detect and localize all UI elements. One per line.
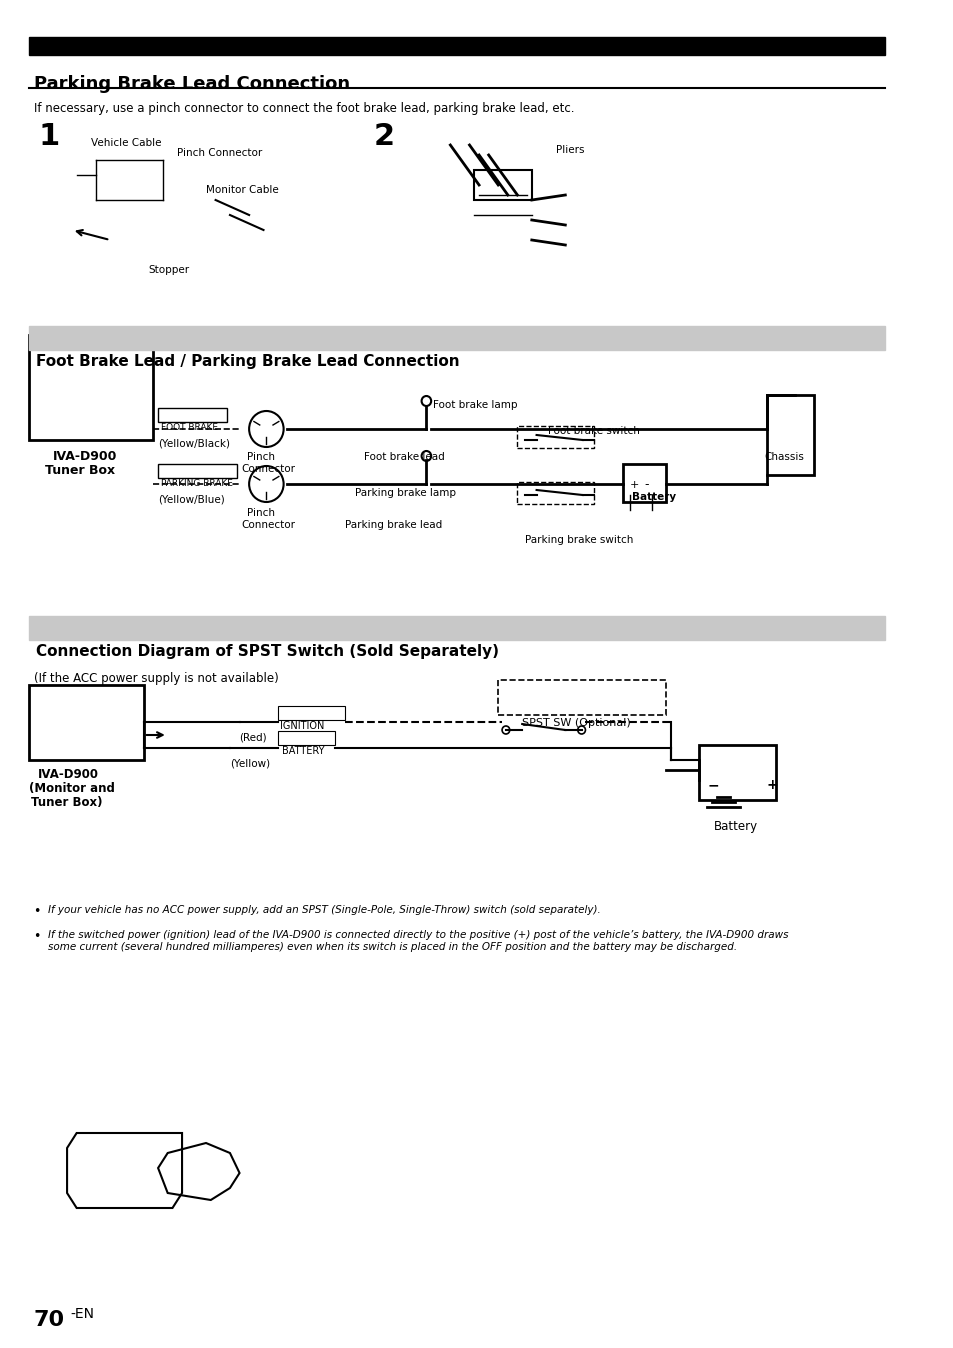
Text: (Red): (Red) — [239, 732, 267, 741]
Text: Monitor Cable: Monitor Cable — [206, 185, 278, 195]
Text: If your vehicle has no ACC power supply, add an SPST (Single-Pole, Single-Throw): If your vehicle has no ACC power supply,… — [48, 905, 600, 915]
Text: (Yellow/Black): (Yellow/Black) — [158, 438, 230, 448]
Text: Foot Brake Lead / Parking Brake Lead Connection: Foot Brake Lead / Parking Brake Lead Con… — [36, 355, 459, 369]
Bar — [699, 745, 776, 799]
Text: PARKING BRAKE: PARKING BRAKE — [161, 479, 233, 488]
Text: Tuner Box): Tuner Box) — [30, 797, 102, 809]
Bar — [158, 464, 236, 479]
Text: Parking brake lead: Parking brake lead — [345, 520, 442, 530]
Text: Chassis: Chassis — [763, 452, 803, 462]
Text: +: + — [629, 480, 639, 491]
Text: SPST SW (Optional): SPST SW (Optional) — [521, 718, 630, 728]
Text: Pliers: Pliers — [556, 146, 583, 155]
Bar — [497, 679, 665, 714]
Text: Parking brake switch: Parking brake switch — [524, 535, 633, 545]
Bar — [29, 36, 884, 55]
Text: Pinch Connector: Pinch Connector — [177, 148, 262, 158]
Bar — [517, 426, 594, 448]
Text: IVA-D900: IVA-D900 — [38, 768, 99, 780]
Bar — [29, 326, 884, 350]
Text: 2: 2 — [374, 123, 395, 151]
Text: (Monitor and: (Monitor and — [29, 782, 114, 795]
Text: Pinch: Pinch — [247, 508, 274, 518]
Bar — [29, 336, 153, 439]
Text: 70: 70 — [33, 1310, 65, 1330]
Text: (Yellow/Blue): (Yellow/Blue) — [158, 493, 225, 504]
Text: Foot brake switch: Foot brake switch — [548, 426, 639, 435]
Text: Battery: Battery — [713, 820, 758, 833]
Text: Connection Diagram of SPST Switch (Sold Separately): Connection Diagram of SPST Switch (Sold … — [36, 644, 498, 659]
Text: (If the ACC power supply is not available): (If the ACC power supply is not availabl… — [33, 673, 278, 685]
Text: Battery: Battery — [632, 492, 676, 501]
Text: Foot brake lead: Foot brake lead — [364, 452, 444, 462]
Text: Pinch: Pinch — [247, 452, 274, 462]
Bar — [29, 685, 144, 760]
Bar — [277, 731, 335, 745]
Text: •: • — [33, 930, 41, 944]
Text: Foot brake lamp: Foot brake lamp — [433, 400, 517, 410]
Text: -: - — [644, 479, 649, 491]
Text: -EN: -EN — [70, 1308, 93, 1321]
Text: Tuner Box: Tuner Box — [45, 464, 115, 477]
Text: Vehicle Cable: Vehicle Cable — [91, 137, 161, 148]
Text: If necessary, use a pinch connector to connect the foot brake lead, parking brak: If necessary, use a pinch connector to c… — [33, 102, 574, 115]
Text: Stopper: Stopper — [149, 266, 190, 275]
Text: +: + — [766, 778, 778, 793]
Bar — [517, 483, 594, 504]
Text: IVA-D900: IVA-D900 — [52, 450, 117, 462]
Text: 1: 1 — [38, 123, 59, 151]
Text: Connector: Connector — [241, 520, 295, 530]
Text: (Yellow): (Yellow) — [230, 758, 270, 768]
Text: Parking brake lamp: Parking brake lamp — [355, 488, 455, 497]
Bar — [29, 616, 884, 640]
Bar — [474, 170, 531, 200]
Bar — [622, 464, 665, 501]
Text: •: • — [33, 905, 41, 918]
Text: Parking Brake Lead Connection: Parking Brake Lead Connection — [33, 75, 350, 93]
Bar — [277, 706, 345, 720]
Text: IGNITION: IGNITION — [279, 721, 324, 731]
Text: If the switched power (ignition) lead of the IVA-D900 is connected directly to t: If the switched power (ignition) lead of… — [48, 930, 787, 952]
Text: Connector: Connector — [241, 464, 295, 474]
Text: −: − — [706, 778, 718, 793]
Bar — [158, 408, 227, 422]
Bar — [766, 395, 814, 474]
Text: BATTERY: BATTERY — [281, 745, 324, 756]
Text: FOOT BRAKE: FOOT BRAKE — [161, 423, 217, 431]
